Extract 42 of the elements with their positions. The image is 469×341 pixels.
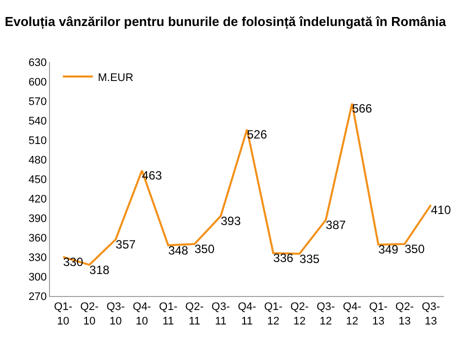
y-tick-label: 270 [28, 290, 47, 303]
x-tick-label: Q2-11 [185, 301, 204, 328]
data-label: 348 [168, 243, 189, 258]
x-tick-label: Q4-10 [132, 301, 152, 328]
y-tick-label: 390 [28, 212, 47, 225]
x-tick-label: Q3-13 [422, 301, 440, 328]
x-tick-label: Q2-12 [290, 301, 310, 328]
y-tick-label: 450 [28, 174, 47, 186]
y-tick-label: 570 [28, 96, 47, 108]
chart-title: Evoluția vânzărilor pentru bunurile de folosință îndelungată în România [4, 14, 447, 30]
data-label: 410 [430, 203, 452, 217]
y-tick-label: 420 [28, 193, 47, 206]
y-tick-label: 300 [28, 271, 47, 284]
data-label: 349 [378, 242, 399, 257]
x-tick-label: Q1-11 [159, 301, 178, 328]
line-series [62, 102, 432, 266]
data-label: 357 [116, 237, 136, 252]
data-label: 335 [300, 252, 320, 266]
x-tick-label: Q4-12 [342, 301, 362, 328]
data-label: 393 [220, 214, 242, 228]
y-tick-label: 480 [28, 154, 47, 166]
x-tick-label: Q3-12 [316, 301, 336, 328]
y-tick-label: 510 [28, 134, 47, 147]
x-tick-label: Q4-11 [238, 301, 256, 328]
x-tick-label: Q1-12 [264, 301, 283, 328]
x-tick-label: Q1-10 [54, 301, 73, 328]
y-tick-label: 330 [28, 252, 47, 264]
y-tick-label: 360 [28, 232, 47, 244]
x-tick-label: Q2-13 [395, 301, 414, 328]
x-tick-label: Q1-13 [369, 301, 388, 328]
data-label: 350 [404, 242, 425, 256]
data-label: 318 [89, 262, 110, 277]
legend-label: M.EUR [98, 72, 134, 84]
x-tick-label: Q3-11 [212, 301, 230, 328]
data-label: 336 [273, 251, 294, 266]
x-tick-label: Q3-10 [106, 301, 126, 328]
y-tick-label: 600 [28, 76, 47, 88]
x-tick-label: Q2-10 [80, 301, 99, 328]
data-label: 387 [326, 218, 346, 232]
y-tick-label: 540 [28, 115, 47, 128]
data-label: 350 [194, 242, 215, 256]
y-tick-label: 630 [28, 56, 47, 69]
